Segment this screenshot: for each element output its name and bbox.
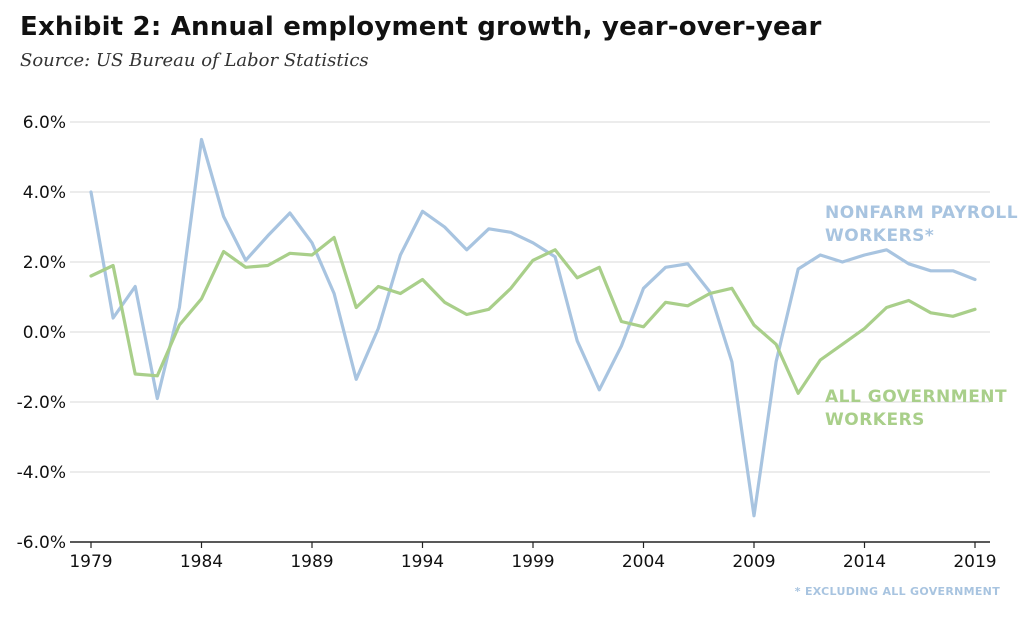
x-tick-label: 2009 [732,552,775,572]
x-axis-ticks: 1979 1984 1989 1994 1999 2004 2009 2014 2019 [69,542,997,572]
grid-lines [70,121,990,473]
x-tick-label: 1984 [180,552,223,572]
nonfarm-label-line2: WORKERS* [825,226,934,246]
y-tick-label: 0.0% [23,323,66,343]
y-tick-label: 4.0% [23,183,66,203]
government-label-line2: WORKERS [825,410,925,430]
x-tick-label: 2019 [953,552,996,572]
nonfarm-payroll-line [89,137,977,518]
y-tick-label: 6.0% [23,113,66,133]
x-tick-label: 1994 [401,552,444,572]
government-workers-line [89,235,977,395]
x-tick-label: 2014 [843,552,886,572]
x-tick-label: 2004 [622,552,665,572]
x-tick-label: 1999 [511,552,554,572]
nonfarm-label-line1: NONFARM PAYROLL [825,203,1018,223]
series-lines [89,137,977,518]
y-tick-label: 2.0% [23,253,66,273]
chart-title: Exhibit 2: Annual employment growth, yea… [20,12,822,42]
x-tick-label: 1989 [290,552,333,572]
government-label-line1: ALL GOVERNMENT [825,387,1007,407]
footnote: * EXCLUDING ALL GOVERNMENT [795,585,1000,598]
y-tick-label: -2.0% [17,393,66,413]
y-tick-label: -4.0% [17,463,66,483]
x-tick-label: 1979 [69,552,112,572]
y-axis-ticks: 6.0% 4.0% 2.0% 0.0% -2.0% -4.0% -6.0% [17,113,66,553]
chart-subtitle: Source: US Bureau of Labor Statistics [20,50,369,71]
y-tick-label: -6.0% [17,533,66,553]
